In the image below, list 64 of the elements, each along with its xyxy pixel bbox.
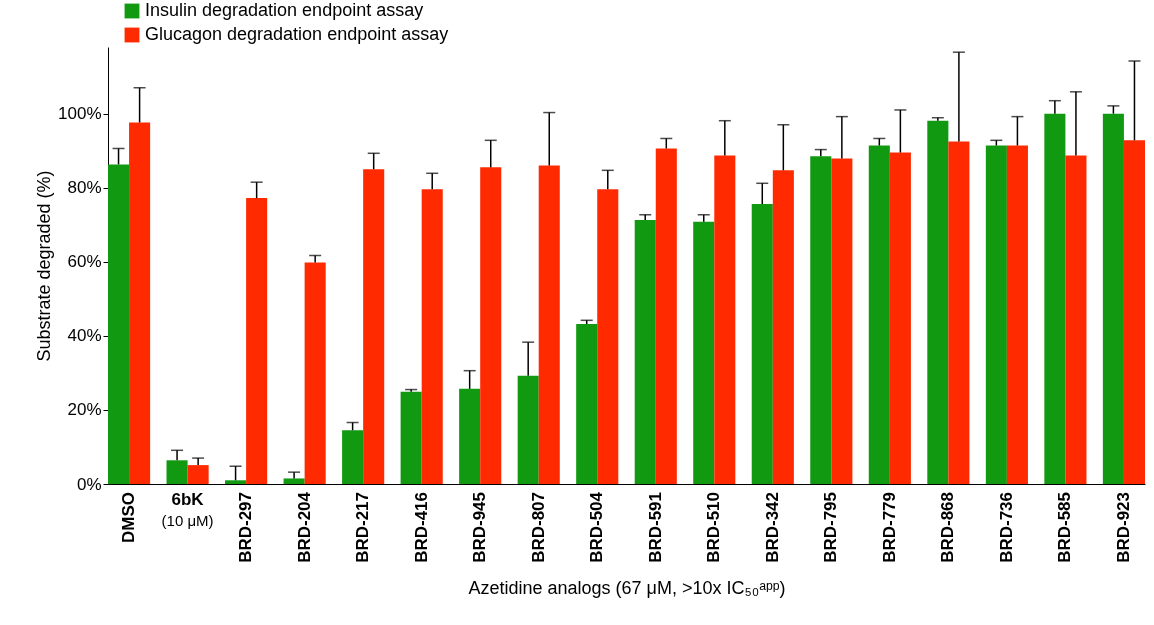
x-tick-label: BRD-510 [704,492,724,563]
legend-label: Insulin degradation endpoint assay [145,0,424,20]
bar [655,148,677,484]
y-tick-label: 40% [67,326,102,346]
y-axis-title: Substrate degraded (%) [34,170,55,362]
x-tick-label: BRD-342 [762,492,782,563]
bar [187,465,209,484]
bar [693,221,715,484]
bar [751,204,773,484]
x-tick-label: BRD-591 [645,492,665,563]
bar [538,165,560,484]
bar [1123,140,1145,484]
legend-label: Glucagon degradation endpoint assay [145,24,449,44]
bar [1102,113,1124,484]
bar [1006,145,1028,484]
y-tick-label: 60% [67,252,102,272]
bar [304,262,326,484]
x-tick-label: BRD-923 [1113,492,1133,563]
bar [363,169,385,484]
bar [927,120,949,484]
x-tick-label: BRD-779 [879,492,899,563]
x-tick-label: BRD-585 [1055,492,1075,563]
bar [831,158,853,484]
bar [1065,155,1087,484]
x-tick-label: BRD-795 [821,492,841,563]
bar [772,170,794,484]
y-tick-label: 80% [67,178,102,198]
x-axis-title: Azetidine analogs (67 μM, >10x IC₅₀ᵃᵖᵖ) [468,577,786,598]
bar [597,189,619,484]
bar [576,324,598,484]
x-tick-label: BRD-217 [353,492,373,563]
x-tick-label: DMSO [119,492,139,543]
x-tick-label: BRD-945 [470,492,490,563]
bar [342,430,364,484]
bar [810,156,832,484]
bar [246,198,268,484]
x-tick-label: BRD-868 [938,492,958,563]
bar [283,478,305,484]
bar [129,122,151,484]
bar [634,219,656,484]
bar [459,388,481,484]
bar [108,164,130,484]
x-tick-label: BRD-504 [587,491,607,563]
bar [166,460,188,484]
bar [948,141,970,484]
bar [868,145,890,484]
bar [517,375,539,484]
x-tick-label: BRD-807 [528,492,548,563]
x-tick-label: BRD-297 [236,492,256,563]
y-tick-label: 20% [67,400,102,420]
bar [225,480,247,484]
bar [985,145,1007,484]
y-tick-label: 100% [58,104,102,124]
x-tick-label: BRD-416 [411,492,431,563]
y-tick-label: 0% [76,474,102,494]
bar [714,155,736,484]
x-tick-label: 6bK (10 μM) [161,490,214,529]
x-tick-label: BRD-736 [996,492,1016,563]
bar [480,167,502,484]
bar [421,189,443,484]
bar [889,152,911,484]
x-tick-label: BRD-204 [294,491,314,563]
bar [400,391,422,484]
bar [1044,113,1066,484]
